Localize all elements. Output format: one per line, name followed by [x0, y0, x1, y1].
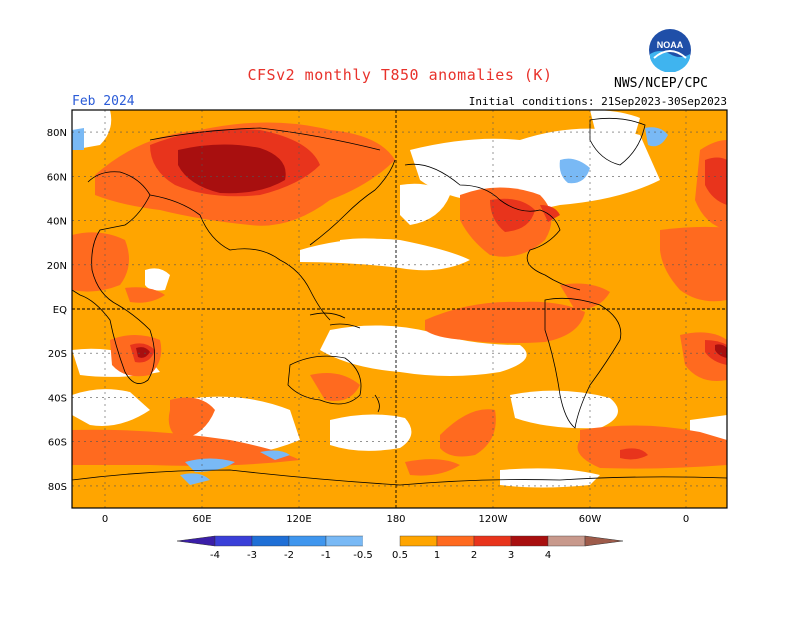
colorbar-arrow-low	[176, 535, 216, 547]
lon-label: 60E	[192, 514, 211, 525]
gridlines	[72, 110, 727, 508]
lat-label: 20S	[48, 349, 67, 360]
lon-label: 180	[386, 514, 405, 525]
negative-regions	[72, 127, 668, 485]
lon-label: 120W	[479, 514, 508, 525]
colorbar-tick-label: -1	[321, 550, 331, 561]
lat-label: 60S	[48, 438, 67, 449]
lon-label: 0	[102, 514, 108, 525]
colorbar-tick-label: 3	[508, 550, 514, 561]
colorbar-tick-label: 0.5	[392, 550, 408, 561]
colorbar-swatch	[510, 535, 549, 547]
map-frame	[71, 109, 728, 509]
lon-label: 120E	[286, 514, 311, 525]
colorbar-tick-label: -3	[247, 550, 257, 561]
colorbar-tick-label: -4	[210, 550, 220, 561]
lat-label: 80S	[48, 482, 67, 493]
colorbar-arrow-high	[584, 535, 624, 547]
colorbar: -4 -3 -2 -1 -0.5 0.5 1 2 3 4	[176, 535, 624, 561]
forecast-period: Feb 2024	[72, 94, 135, 109]
very-strong-regions	[136, 144, 727, 358]
lat-label: 20N	[47, 261, 67, 272]
colorbar-swatch	[214, 535, 253, 547]
colorbar-swatch	[325, 535, 364, 547]
lat-label: 40N	[47, 217, 67, 228]
lat-label: 60N	[47, 172, 67, 183]
colorbar-swatch	[436, 535, 475, 547]
axis-labels: 80N 60N 40N 20N EQ 20S 40S 60S 80S 0 60E 120E 180 120…	[47, 128, 689, 525]
colorbar-swatch	[362, 535, 401, 547]
colorbar-tick-label: 2	[471, 550, 477, 561]
chart-title: CFSv2 monthly T850 anomalies (K)	[247, 66, 553, 84]
coastlines	[72, 117, 727, 486]
colorbar-swatch	[473, 535, 512, 547]
svg-text:NOAA: NOAA	[657, 40, 684, 50]
noaa-logo: NOAA	[649, 29, 691, 72]
colorbar-swatch	[547, 535, 586, 547]
colorbar-tick-label: -2	[284, 550, 294, 561]
colorbar-swatch	[399, 535, 438, 547]
lat-label: 40S	[48, 393, 67, 404]
lat-label: EQ	[53, 305, 67, 316]
map-field	[72, 110, 727, 508]
colorbar-tick-label: 1	[434, 550, 440, 561]
lon-label: 0	[683, 514, 689, 525]
colorbar-tick-label: 4	[545, 550, 551, 561]
colorbar-swatch	[288, 535, 327, 547]
colorbar-tick-label: -0.5	[353, 550, 373, 561]
colorbar-swatch	[251, 535, 290, 547]
lon-label: 60W	[579, 514, 602, 525]
initial-conditions: Initial conditions: 21Sep2023-30Sep2023	[468, 95, 727, 108]
agency-label: NWS/NCEP/CPC	[614, 76, 708, 91]
lat-label: 80N	[47, 128, 67, 139]
